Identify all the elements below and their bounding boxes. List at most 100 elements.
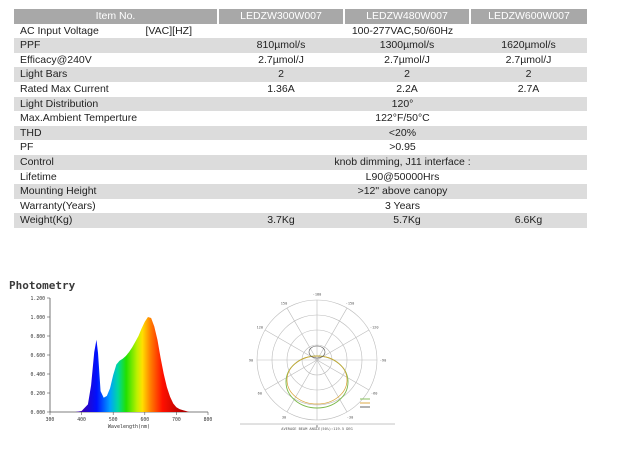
row-label: PF <box>20 141 34 154</box>
polar-spoke <box>316 329 370 361</box>
y-tick-label: 0.800 <box>31 334 46 340</box>
row-value: 2.2A <box>396 82 418 95</box>
row-label: Rated Max Current <box>20 82 109 95</box>
polar-spoke <box>316 307 348 361</box>
row-value: 2.7µmol/J <box>505 53 552 66</box>
y-tick-label: 0.200 <box>31 391 46 397</box>
row-value-all-models: 120° <box>218 96 587 112</box>
y-tick-label: 1.200 <box>31 296 46 302</box>
polar-spoke <box>264 359 318 391</box>
row-value-all-models: >12" above canopy <box>218 184 587 199</box>
row-value: 6.6Kg <box>470 213 587 228</box>
polar-angle-label: -30 <box>347 416 354 420</box>
polar-angle-label: 90 <box>249 359 253 363</box>
table-row: PF >0.95 <box>14 140 587 155</box>
row-value-all-models: <20% <box>218 125 587 141</box>
row-value: 1.36A <box>267 82 295 95</box>
x-tick-label: 800 <box>204 417 213 423</box>
y-tick-label: 0.000 <box>31 410 46 416</box>
polar-spoke <box>286 359 318 413</box>
row-value: 1620µmol/s <box>470 38 587 53</box>
row-label: Mounting Height <box>14 184 218 199</box>
row-label: Max.Ambient Temperture <box>20 112 138 125</box>
row-value-all-models: 100-277VAC,50/60Hz <box>351 24 454 37</box>
table-row: AC Input Voltage [VAC][HZ] 100-277VAC,50/6… <box>14 24 587 39</box>
table-row: Control knob dimming, J11 interface : <box>14 154 587 170</box>
polar-spoke <box>264 329 318 361</box>
polar-footer-text: AVERAGE BEAM ANGLE(50%):119.5 DEG <box>281 427 352 431</box>
x-tick-label: 300 <box>46 417 55 423</box>
distribution-curve-c90 <box>286 355 348 405</box>
x-axis-label: Wavelength(nm) <box>108 424 150 430</box>
row-value: 5.7Kg <box>344 213 470 228</box>
table-row: Max.Ambient Temperture 122°F/50°C <box>14 111 587 126</box>
distribution-curve-back <box>308 345 326 359</box>
row-value-all-models: L90@50000Hrs <box>365 170 440 183</box>
row-value: 1300µmol/s <box>344 38 470 53</box>
header-model-300w: LEDZW300W007 <box>217 9 344 24</box>
table-row: Efficacy@240V 2.7µmol/J 2.7µmol/J 2.7µmol/J <box>14 53 587 68</box>
row-value-all-models: 3 Years <box>384 199 421 212</box>
table-row: Weight(Kg) 3.7Kg 5.7Kg 6.6Kg <box>14 213 587 228</box>
row-label: Control <box>14 154 218 170</box>
polar-angle-label: -90 <box>380 359 387 363</box>
polar-spoke <box>316 359 348 413</box>
row-label: Light Bars <box>14 67 218 82</box>
row-label: Warranty(Years) <box>20 199 96 212</box>
table-row: Rated Max Current 1.36A 2.2A 2.7A <box>14 82 587 97</box>
polar-angle-label: -150 <box>346 301 355 305</box>
row-label: Light Distribution <box>14 96 218 112</box>
header-model-600w: LEDZW600W007 <box>469 9 587 24</box>
spectrum-area <box>75 317 202 412</box>
row-value-all-models: 122°F/50°C <box>375 112 430 125</box>
row-label: Lifetime <box>20 170 57 183</box>
header-model-480w: LEDZW480W007 <box>343 9 470 24</box>
row-value: 2.7A <box>517 82 540 95</box>
x-tick-label: 500 <box>109 417 118 423</box>
spectrum-chart: 0.000 0.200 0.400 0.600 0.800 1.000 1.200 300 40… <box>31 296 213 430</box>
polar-distribution-chart: -180 -150 -120 -90 -60 -30 0 30 60 90 120 150 AVERAG… <box>240 293 395 431</box>
row-label: PPF <box>14 38 218 53</box>
row-unit: [VAC][HZ] <box>145 24 192 37</box>
polar-angle-label: -60 <box>371 392 378 396</box>
table-row: Lifetime L90@50000Hrs <box>14 170 587 185</box>
spec-table-body: AC Input Voltage [VAC][HZ] 100-277VAC,50/6… <box>14 24 587 228</box>
header-item-no: Item No. <box>14 9 218 24</box>
y-tick-label: 1.000 <box>31 315 46 321</box>
row-value: 2.7µmol/J <box>258 53 304 66</box>
row-value: 2 <box>470 67 587 82</box>
y-tick-label: 0.600 <box>31 353 46 359</box>
table-row: Light Bars 2 2 2 <box>14 67 587 82</box>
row-value-all-models: knob dimming, J11 interface : <box>218 154 587 170</box>
polar-angle-label: -120 <box>370 326 379 330</box>
polar-angle-label: -180 <box>313 293 322 297</box>
polar-angle-label: 120 <box>257 326 264 330</box>
table-header-row: Item No. LEDZW300W007 LEDZW480W007 LEDZW… <box>14 9 587 24</box>
row-label-text: AC Input Voltage <box>20 24 99 37</box>
polar-angle-label: 0 <box>316 425 318 429</box>
row-value-all-models: >0.95 <box>389 141 416 154</box>
polar-spoke <box>286 307 318 361</box>
row-label: AC Input Voltage [VAC][HZ] <box>14 24 218 39</box>
row-value: 810µmol/s <box>218 38 344 53</box>
polar-spoke <box>316 359 370 391</box>
row-value: 3.7Kg <box>218 213 344 228</box>
row-label: Efficacy@240V <box>20 53 92 66</box>
polar-angle-label: 150 <box>281 301 288 305</box>
x-tick-label: 400 <box>77 417 86 423</box>
table-row: Mounting Height >12" above canopy <box>14 184 587 199</box>
table-row: Warranty(Years) 3 Years <box>14 199 587 214</box>
x-tick-label: 700 <box>172 417 181 423</box>
row-value: 2 <box>344 67 470 82</box>
x-tick-label: 600 <box>140 417 149 423</box>
spec-table: Item No. LEDZW300W007 LEDZW480W007 LEDZW… <box>14 9 587 228</box>
polar-angle-label: 30 <box>282 416 286 420</box>
y-tick-label: 0.400 <box>31 372 46 378</box>
row-value: 2 <box>218 67 344 82</box>
row-label: Weight(Kg) <box>14 213 218 228</box>
polar-angle-label: 60 <box>258 392 262 396</box>
table-row: Light Distribution 120° <box>14 96 587 112</box>
table-row: PPF 810µmol/s 1300µmol/s 1620µmol/s <box>14 38 587 53</box>
row-value: 2.7µmol/J <box>384 53 430 66</box>
row-label: THD <box>14 125 218 141</box>
